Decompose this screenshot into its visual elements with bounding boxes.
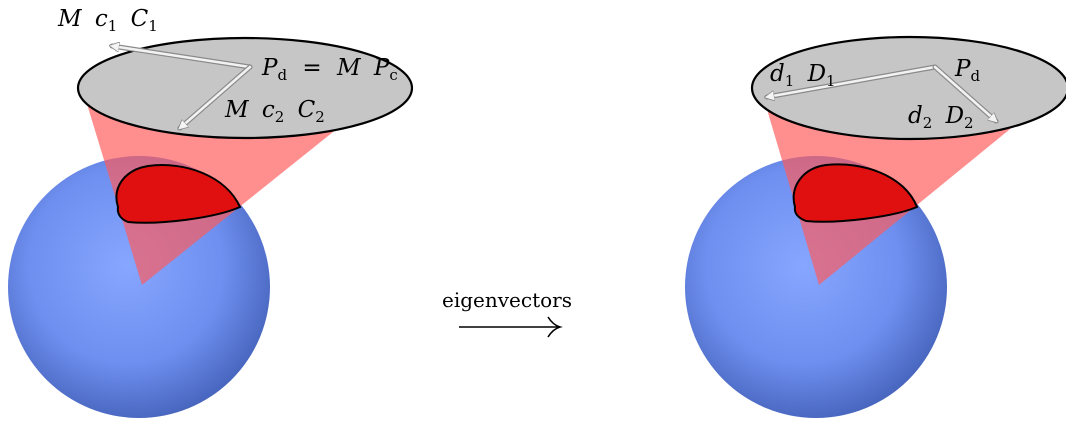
transition-arrow [459,316,563,338]
right-arrow-d1-core [767,65,937,97]
transition: eigenvectors [442,288,572,338]
left-panel: M c1 C1 Pd = M Pc M c2 C2 [8,6,414,418]
left-arrow-c1-core [112,46,252,69]
label-d1-d1: d1 D1 [770,61,836,92]
right-patch [792,163,919,223]
transition-label: eigenvectors [442,288,572,312]
label-pd-equals-m-pc: Pd = M Pc [261,55,398,86]
label-m-c2-c2: M c2 C2 [224,97,325,128]
label-d2-d2: d2 D2 [908,103,974,134]
right-panel: d1 D1 Pd d2 D2 [685,35,1066,418]
left-patch [115,164,242,224]
right-arrow-d2-core [933,65,996,121]
label-m-c1-c1: M c1 C1 [57,6,158,37]
label-pd: Pd [954,56,980,85]
left-ellipse [76,36,414,140]
left-arrow-c2-core [180,65,252,128]
